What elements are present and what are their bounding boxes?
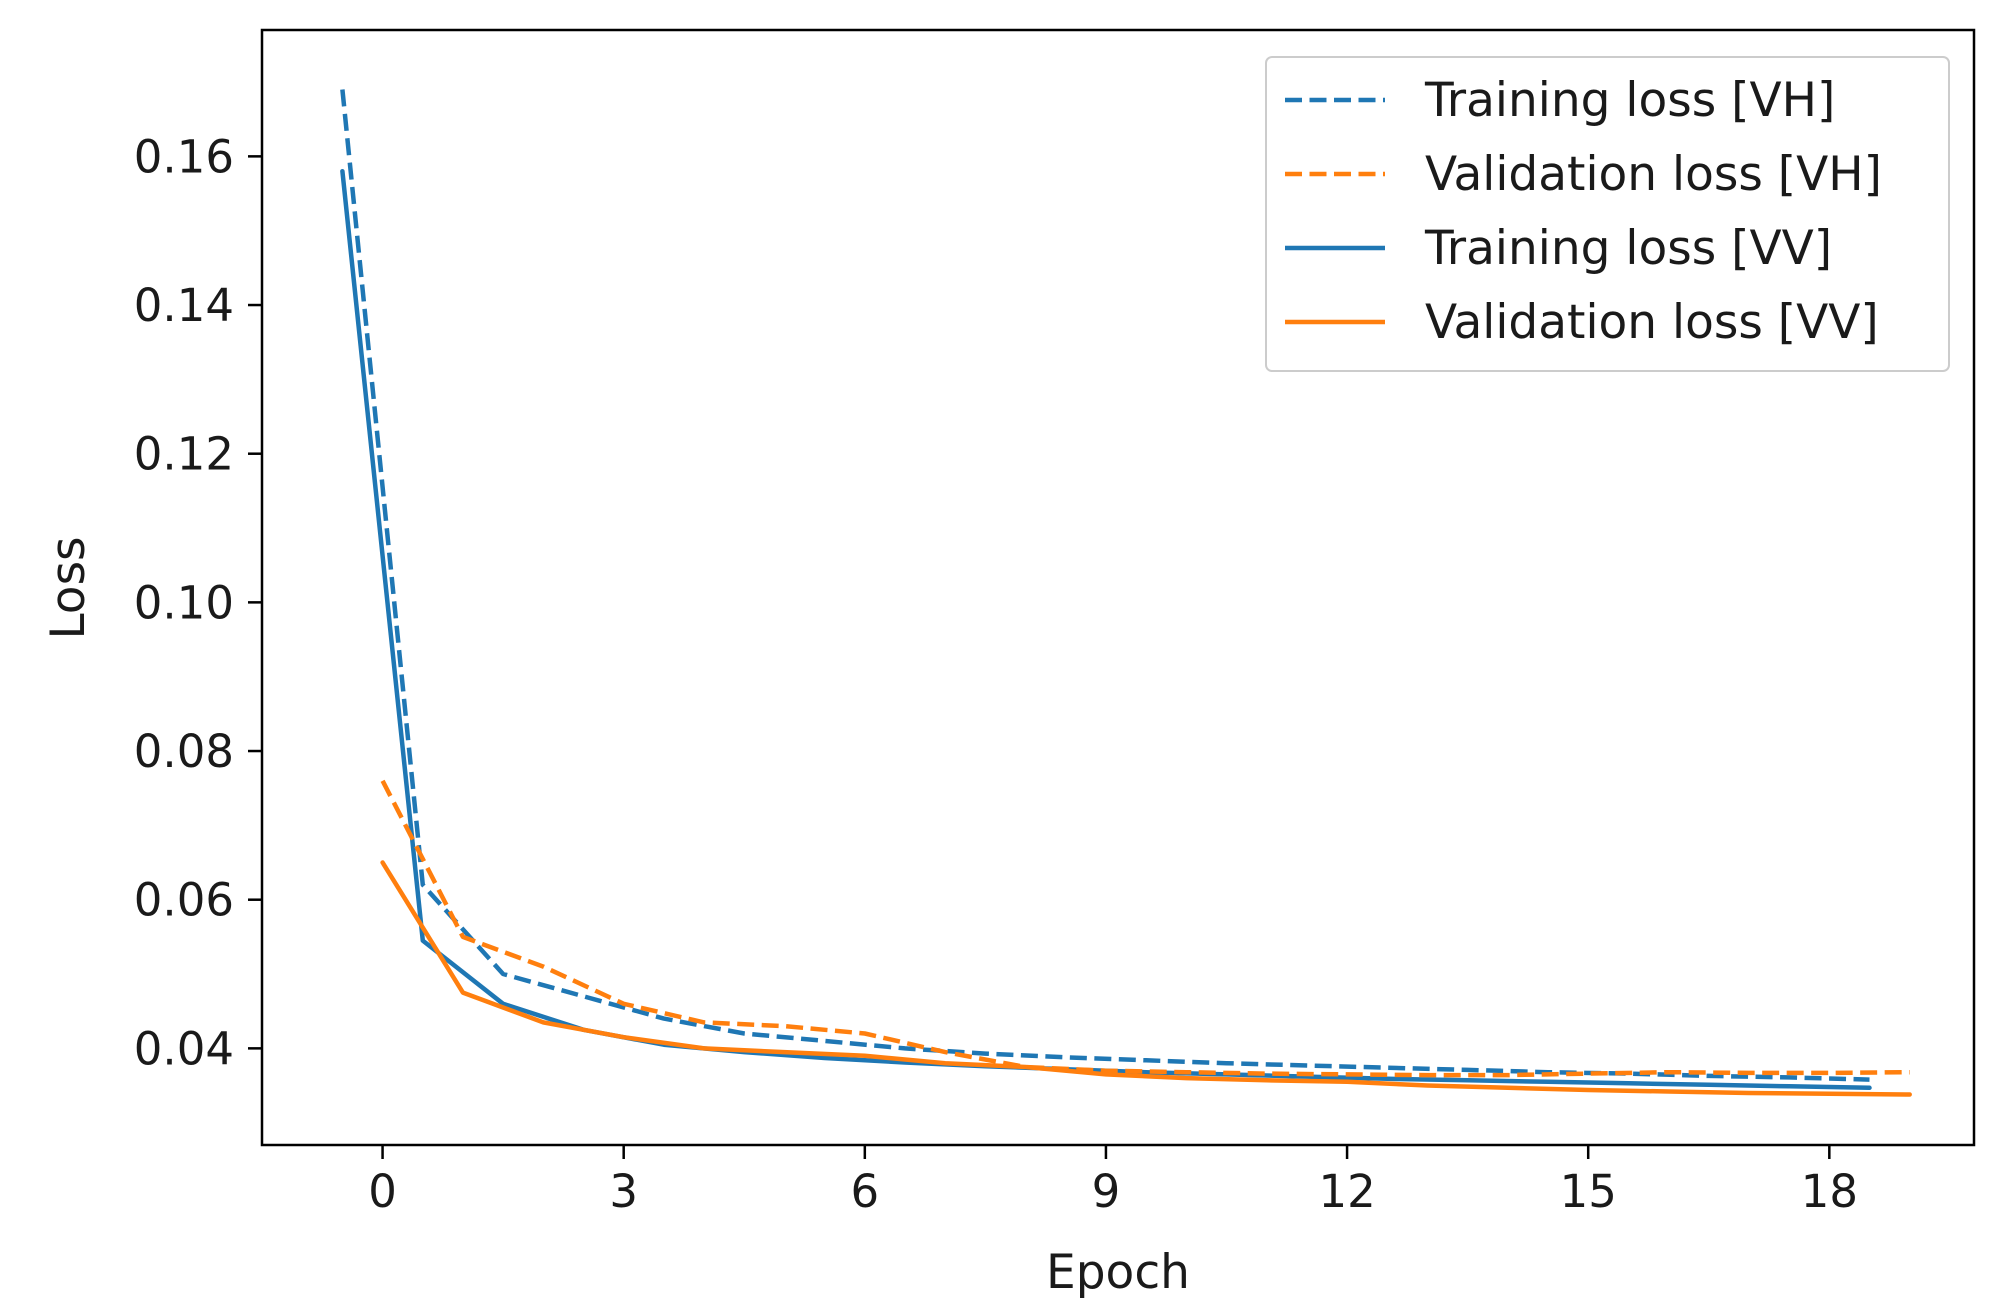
legend-label: Training loss [VV]	[1424, 221, 1832, 276]
y-axis-label: Loss	[41, 536, 96, 639]
x-tick-label: 0	[368, 1165, 397, 1218]
series-line-validation-loss-vh	[380, 779, 1910, 1078]
legend: Training loss [VH] Validation loss [VH] Tr…	[1265, 56, 1950, 372]
y-tick-label: 0.08	[134, 725, 234, 778]
x-tick-label: 3	[609, 1165, 638, 1218]
x-axis-label: Epoch	[1046, 1245, 1190, 1300]
y-tick-label: 0.10	[134, 576, 234, 629]
series-line-validation-loss-vv	[380, 860, 1912, 1097]
y-tick-label: 0.12	[134, 428, 234, 481]
y-axis: 0.04 0.06 0.08 0.10 0.12 0.14 0.16	[134, 130, 262, 1075]
y-tick-label: 0.06	[134, 874, 234, 927]
series-line-training-loss-vh	[340, 89, 1870, 1082]
y-tick-label: 0.16	[134, 130, 234, 183]
legend-label: Training loss [VH]	[1424, 73, 1835, 128]
x-tick-label: 15	[1560, 1165, 1617, 1218]
x-tick-label: 6	[850, 1165, 879, 1218]
legend-label: Validation loss [VV]	[1425, 295, 1879, 350]
y-tick-label: 0.14	[134, 279, 234, 332]
plot-area	[260, 28, 1976, 1147]
legend-box	[1265, 56, 1950, 372]
y-tick-label: 0.04	[134, 1022, 234, 1075]
x-tick-label: 18	[1801, 1165, 1858, 1218]
x-tick-label: 12	[1318, 1165, 1375, 1218]
series-layer	[340, 89, 1912, 1097]
legend-label: Validation loss [VH]	[1425, 147, 1882, 202]
x-tick-label: 9	[1092, 1165, 1121, 1218]
x-axis: 0 3 6 9 12 15 18	[368, 1145, 1858, 1218]
